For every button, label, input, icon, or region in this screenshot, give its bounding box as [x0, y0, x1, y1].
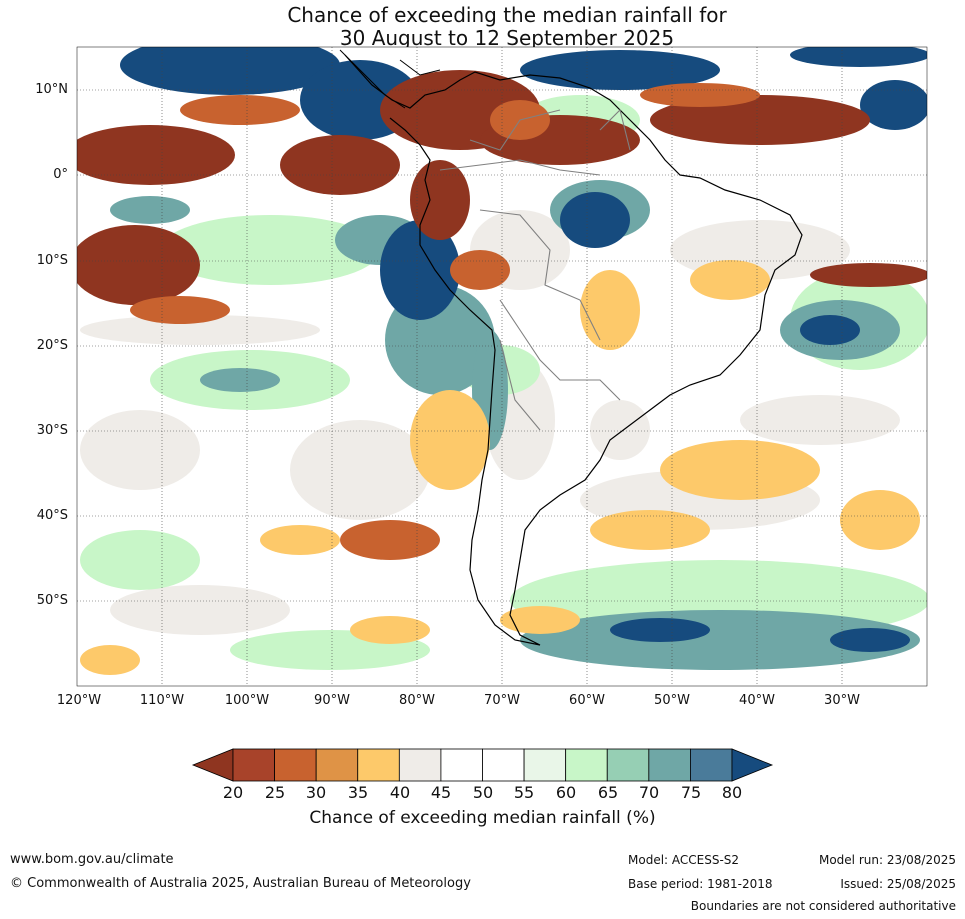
- model-name: Model: ACCESS-S2: [628, 853, 740, 867]
- lon-label-50w: 50°W: [654, 693, 690, 708]
- colorbar-cell: [482, 748, 525, 782]
- lon-label-80w: 80°W: [399, 693, 435, 708]
- lon-label-30w: 30°W: [824, 693, 860, 708]
- lon-label-70w: 70°W: [484, 693, 520, 708]
- lat-label-50s: 50°S: [36, 593, 68, 608]
- lon-label-40w: 40°W: [739, 693, 775, 708]
- lat-label-30s: 30°S: [36, 423, 68, 438]
- base-period: Base period: 1981-2018: [628, 877, 773, 891]
- colorbar-cells: [191, 748, 774, 782]
- copyright-text: © Commonwealth of Australia 2025, Austra…: [10, 876, 471, 891]
- lon-label-110w: 110°W: [139, 693, 185, 708]
- colorbar-cell: [690, 748, 733, 782]
- cb-tick-30: 30: [305, 783, 327, 802]
- lat-label-0: 0°: [53, 167, 68, 182]
- cb-tick-65: 65: [597, 783, 619, 802]
- central-america-coastline: [339, 49, 441, 109]
- map-title: Chance of exceeding the median rainfall …: [0, 4, 965, 50]
- lon-label-60w: 60°W: [569, 693, 605, 708]
- lon-label-100w: 100°W: [224, 693, 270, 708]
- dry-light-orange-areas: [80, 260, 920, 675]
- cb-tick-20: 20: [222, 783, 244, 802]
- colorbar-extend-low: [191, 748, 234, 782]
- colorbar-cell: [648, 748, 691, 782]
- colorbar-cell: [315, 748, 359, 782]
- lon-label-120w: 120°W: [56, 693, 102, 708]
- cb-tick-60: 60: [555, 783, 577, 802]
- colorbar-cell: [232, 748, 275, 782]
- colorbar-cell: [606, 748, 650, 782]
- map-area: 10°N 0° 10°S 20°S 30°S 40°S 50°S 120°W 1…: [35, 46, 928, 708]
- boundaries-disclaimer: Boundaries are not considered authoritat…: [690, 899, 956, 913]
- colorbar-cell: [274, 748, 317, 782]
- lat-label-20s: 20°S: [36, 338, 68, 353]
- cb-tick-75: 75: [680, 783, 702, 802]
- dark-blue-areas: [120, 47, 927, 652]
- colorbar: [191, 748, 774, 782]
- south-america-coastline: [344, 54, 803, 646]
- colorbar-cell: [565, 748, 608, 782]
- cb-tick-50: 50: [472, 783, 494, 802]
- cb-tick-40: 40: [389, 783, 411, 802]
- lat-label-10s: 10°S: [36, 253, 68, 268]
- rainfall-map: [76, 46, 928, 687]
- rainfall-shading: [77, 47, 927, 675]
- title-line-1: Chance of exceeding the median rainfall …: [287, 3, 727, 27]
- model-run-date: Model run: 23/08/2025: [818, 853, 956, 867]
- cb-tick-80: 80: [721, 783, 743, 802]
- cb-tick-70: 70: [638, 783, 660, 802]
- title-line-2: 30 August to 12 September 2025: [339, 26, 675, 50]
- colorbar-cell: [398, 748, 442, 782]
- country-borders: [439, 108, 631, 431]
- colorbar-cell: [523, 748, 567, 782]
- cb-tick-35: 35: [347, 783, 369, 802]
- colorbar-cell: [357, 748, 400, 782]
- map-frame: [76, 46, 928, 687]
- lat-label-40s: 40°S: [36, 508, 68, 523]
- cb-tick-55: 55: [513, 783, 535, 802]
- cb-tick-45: 45: [430, 783, 452, 802]
- colorbar-cell: [440, 748, 483, 782]
- dry-orange-areas: [130, 83, 760, 560]
- lat-label-10n: 10°N: [35, 82, 68, 97]
- graticule: [77, 47, 927, 686]
- lon-label-90w: 90°W: [314, 693, 350, 708]
- colorbar-extend-high: [731, 748, 774, 782]
- cb-tick-25: 25: [264, 783, 286, 802]
- issued-date: Issued: 25/08/2025: [840, 877, 956, 891]
- light-green-areas: [80, 95, 927, 670]
- website-link[interactable]: www.bom.gov.au/climate: [10, 852, 174, 867]
- colorbar-label: Chance of exceeding median rainfall (%): [309, 808, 656, 828]
